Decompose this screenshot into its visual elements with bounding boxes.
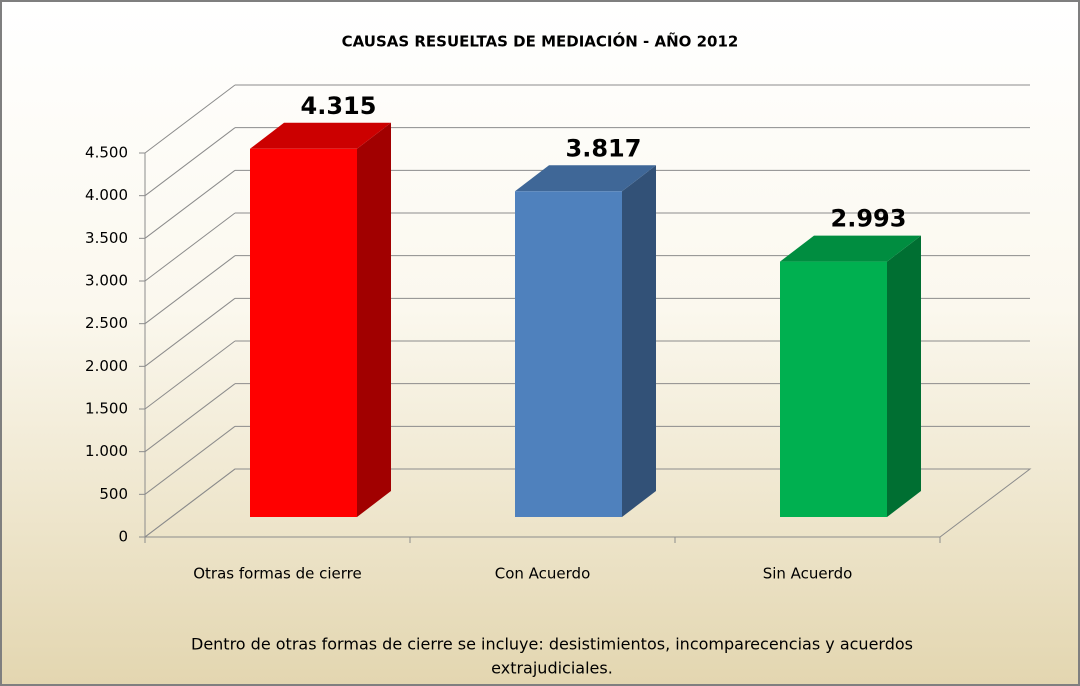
y-tick-label: 1.500: [85, 400, 128, 418]
data-label: 3.817: [566, 134, 642, 162]
grid-line: [144, 169, 236, 239]
bar-top: [780, 235, 921, 262]
bar-top: [515, 165, 656, 192]
y-tick-label: 3.000: [85, 272, 128, 290]
y-tick-label: 2.500: [85, 314, 128, 332]
x-tick-label: Sin Acuerdo: [763, 565, 853, 583]
grid-line: [144, 212, 236, 282]
data-label: 2.993: [831, 205, 907, 233]
data-label: 4.315: [301, 92, 377, 120]
footnote: extrajudiciales.: [491, 659, 613, 678]
x-tick-label: Con Acuerdo: [495, 565, 591, 583]
bar-top: [250, 122, 391, 149]
grid-line: [144, 255, 236, 325]
bar: [515, 191, 622, 518]
bar-side: [622, 165, 656, 518]
grid-line: [144, 84, 236, 154]
bar: [780, 261, 887, 517]
bar-side: [887, 235, 921, 517]
grid-line: [144, 297, 236, 367]
y-tick-label: 4.000: [85, 186, 128, 204]
y-tick-label: 1.000: [85, 442, 128, 460]
chart-title: CAUSAS RESUELTAS DE MEDIACIÓN - AÑO 2012: [342, 32, 739, 51]
y-tick-label: 0: [118, 528, 128, 546]
y-tick-label: 2.000: [85, 357, 128, 375]
bar: [250, 148, 357, 517]
grid-line: [144, 468, 236, 538]
bar-side: [357, 122, 391, 517]
grid-line: [144, 127, 236, 197]
footnote: Dentro de otras formas de cierre se incl…: [191, 635, 913, 654]
y-tick-label: 500: [99, 485, 128, 503]
x-tick-label: Otras formas de cierre: [193, 565, 362, 583]
grid-line: [144, 340, 236, 410]
grid-line: [144, 383, 236, 453]
grid-line: [144, 425, 236, 495]
y-tick-label: 4.500: [85, 144, 128, 162]
y-tick-label: 3.500: [85, 229, 128, 247]
